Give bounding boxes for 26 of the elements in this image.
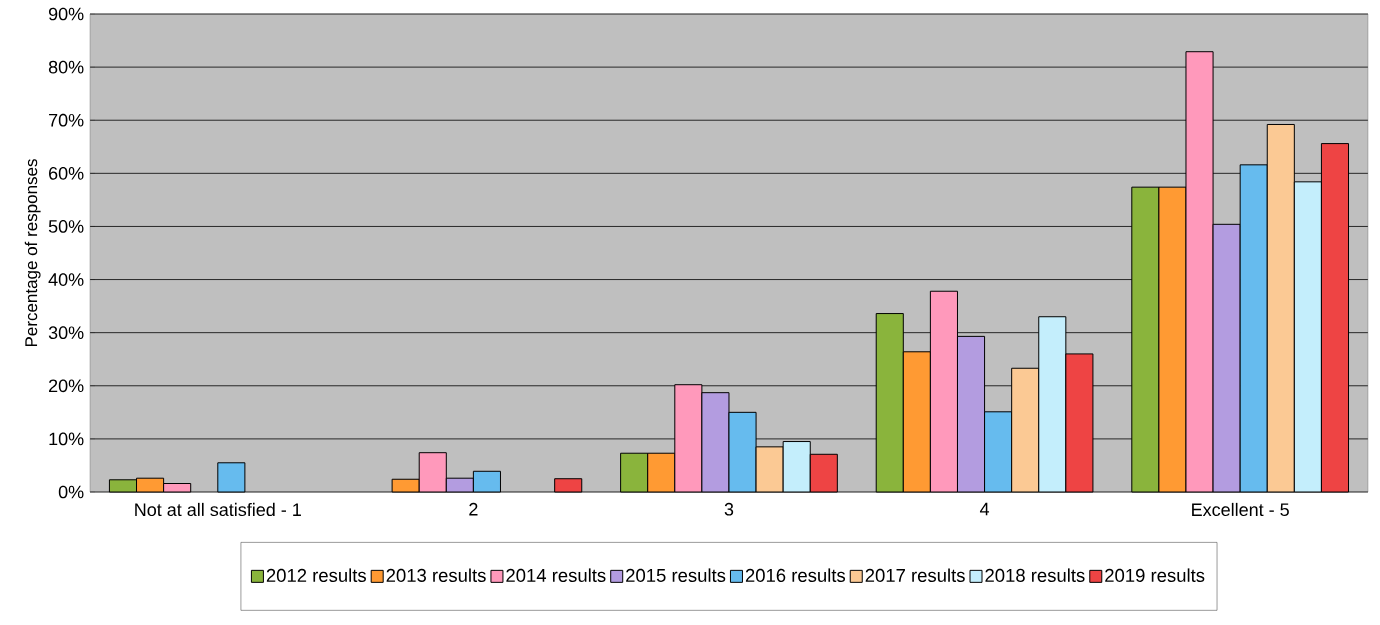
legend-label: 2014 results bbox=[506, 568, 606, 582]
x-tick-label: 2 bbox=[469, 502, 478, 516]
legend-label: 2017 results bbox=[865, 568, 965, 582]
x-tick-label: 4 bbox=[979, 502, 990, 516]
y-tick-label: 70% bbox=[49, 113, 84, 127]
y-tick-label: 10% bbox=[49, 432, 84, 446]
legend-label: 2016 results bbox=[745, 568, 846, 582]
legend-label: 2019 results bbox=[1105, 568, 1205, 582]
y-tick-label: 0% bbox=[58, 485, 84, 499]
y-tick-label: 80% bbox=[48, 60, 84, 74]
legend-label: 2013 results bbox=[386, 568, 486, 582]
legend-label: 2018 results bbox=[985, 568, 1085, 582]
y-tick-label: 90% bbox=[48, 7, 84, 21]
y-tick-label: 50% bbox=[48, 220, 84, 233]
y-tick-label: 20% bbox=[49, 379, 84, 393]
x-tick-label: Excellent - 5 bbox=[1192, 502, 1289, 517]
x-tick-label: Not at all satisfied - 1 bbox=[135, 502, 301, 517]
y-tick-label: 30% bbox=[48, 326, 84, 340]
bar bbox=[217, 462, 246, 493]
legend-label: 2012 results bbox=[266, 568, 366, 582]
bar bbox=[554, 478, 583, 493]
x-tick-label: 3 bbox=[724, 502, 734, 516]
y-tick-label: 40% bbox=[48, 273, 84, 286]
y-axis-title: Percentage of responses bbox=[24, 159, 41, 347]
legend-label: 2015 results bbox=[626, 568, 726, 582]
y-tick-label: 60% bbox=[49, 166, 84, 180]
